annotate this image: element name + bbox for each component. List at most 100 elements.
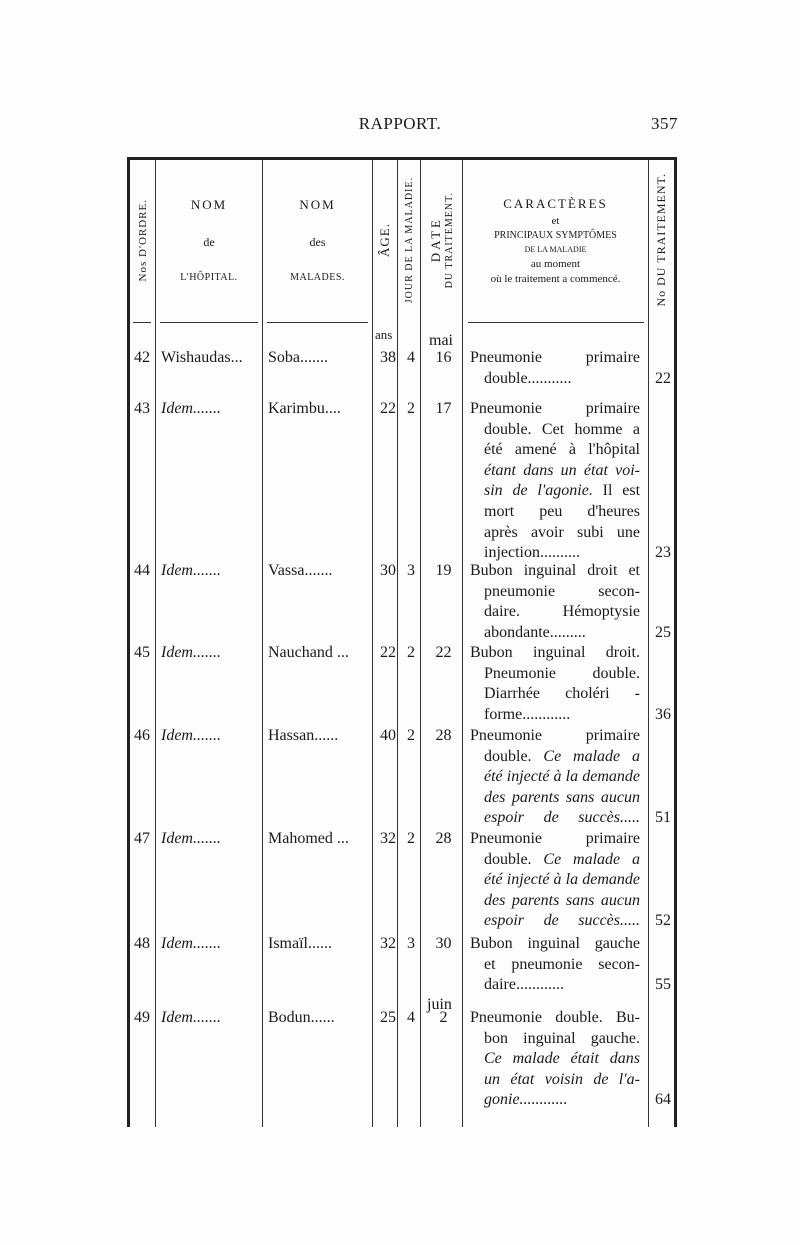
description-text: Bubon inguinal gauche [470,935,640,952]
description-line: un état voisin de l'a- [470,1070,640,1091]
day-of-illness: 2 [407,400,415,417]
order-number: 45 [134,644,150,661]
description-text: espoir de succès..... [484,912,640,930]
description-text: été amené à l'hôpital [484,441,640,459]
header-jour-label: JOUR DE LA MALADIE. [403,176,415,304]
header-jour: JOUR DE LA MALADIE. [398,160,420,320]
header-caracteres-line: CARACTÈRES [503,195,608,211]
age: 38 [380,349,396,366]
symptoms-description: Bubon inguinal droit. Pneumonie double. Di… [470,643,640,725]
day-of-illness: 2 [407,727,415,744]
patient-name: Hassan...... [268,727,339,744]
column-divider [397,160,398,1127]
month-label: mai [429,332,453,349]
day-of-illness: 3 [407,935,415,952]
column-divider [155,160,156,1127]
hospital-name-text: Idem....... [161,1009,221,1026]
description-text: espoir de succès..... [484,809,640,827]
symptoms-description: Pneumonie primaire double........... [470,348,640,389]
header-rule [133,322,151,323]
header-caracteres-line: DE LA MALADIE [524,244,587,254]
description-text: forme............ [484,705,571,723]
patient-name: Soba....... [268,349,328,366]
description-text: double. [484,747,544,765]
header-rule [468,322,644,323]
patient-name: Karimbu.... [268,400,341,417]
hospital-name-text: Idem....... [161,644,221,661]
treatment-number: 36 [655,705,671,723]
day-of-illness: 4 [407,349,415,366]
patient-table: Nos D'ORDRE. NOM de L'HÔPITAL. NOM des M… [127,157,677,1127]
description-text: Ce malade a [543,850,640,868]
description-line: mort peu d'heures [470,502,640,523]
treatment-date: 28 [435,830,452,847]
treatment-date: 16 [435,349,452,366]
treatment-number: 64 [655,1091,671,1109]
hospital-name: Idem....... [161,934,221,955]
treatment-number: 23 [655,544,671,562]
symptoms-description: Pneumonie double. Bu-bon inguinal gauche… [470,1008,640,1111]
header-age: ÂGE. [373,160,397,320]
description-text: pneumonie secon- [484,582,640,600]
treatment-date: 19 [435,562,452,579]
symptoms-description: Pneumonie primaire double. Ce malade a été… [470,829,640,932]
description-line: Bubon inguinal gauche [470,934,640,955]
description-line: daire............ [470,975,640,996]
description-text: Pneumonie primaire [470,830,640,847]
description-text: étant dans un état voi- [484,461,640,479]
description-line: Bubon inguinal droit et [470,561,640,582]
description-text: abondante......... [484,623,586,641]
description-line: double........... [470,369,640,390]
description-line: et pneumonie secon- [470,955,640,976]
treatment-number: 52 [655,912,671,930]
description-text: double........... [484,369,572,387]
patient-name: Mahomed ... [268,830,349,847]
description-line: Pneumonie primaire [470,399,640,420]
description-text: double. [484,850,544,868]
treatment-date: 17 [435,400,452,417]
description-text: Pneumonie primaire [470,400,640,417]
description-text: sin de l'agonie. [484,482,593,500]
description-line: double. Cet homme a [470,420,640,441]
hospital-name: Idem....... [161,726,221,747]
hospital-name-text: Idem....... [161,935,221,952]
treatment-number: 51 [655,809,671,827]
description-line: Pneumonie primaire [470,726,640,747]
header-hopital-line: L'HÔPITAL. [180,272,238,283]
description-text: Diarrhée choléri - [484,685,640,703]
patient-name: Ismaïl...... [268,935,332,952]
description-text: Pneumonie primaire [470,349,640,366]
description-text: des parents sans aucun [484,891,640,909]
header-caracteres-line: et [551,214,560,227]
description-text: daire............ [484,976,564,994]
description-text: mort peu d'heures [484,502,640,520]
treatment-date: 2 [439,1009,448,1026]
day-of-illness: 2 [407,830,415,847]
description-text: Ce malade a [543,747,640,765]
treatment-number: 55 [655,976,671,994]
description-line: abondante......... [470,623,640,644]
hospital-name: Idem....... [161,1008,221,1029]
order-number: 47 [134,830,150,847]
description-text: un état voisin de l'a- [484,1070,640,1088]
header-caracteres-line: où le traitement a commencé. [490,272,621,285]
header-malades: NOM des MALADES. [263,160,372,320]
order-number: 42 [134,349,150,366]
description-text: gonie............ [484,1091,568,1109]
description-text: Il est [592,482,640,500]
header-date-line: DATE [428,217,443,263]
description-line: espoir de succès..... [470,911,640,932]
header-date-line: DU TRAITEMENT. [444,191,455,289]
hospital-name: Idem....... [161,561,221,582]
header-caracteres: CARACTÈRES et PRINCIPAUX SYMPTÔMES DE LA… [463,160,648,320]
column-divider [372,160,373,1127]
treatment-number: 25 [655,623,671,641]
description-line: sin de l'agonie. Il est [470,481,640,502]
hospital-name-text: Idem....... [161,562,221,579]
order-number: 46 [134,727,150,744]
description-line: Pneumonie double. [470,664,640,685]
patient-name: Nauchand ... [268,644,349,661]
description-text: Pneumonie double. Bu- [470,1009,640,1026]
patient-name: Bodun...... [268,1009,335,1026]
